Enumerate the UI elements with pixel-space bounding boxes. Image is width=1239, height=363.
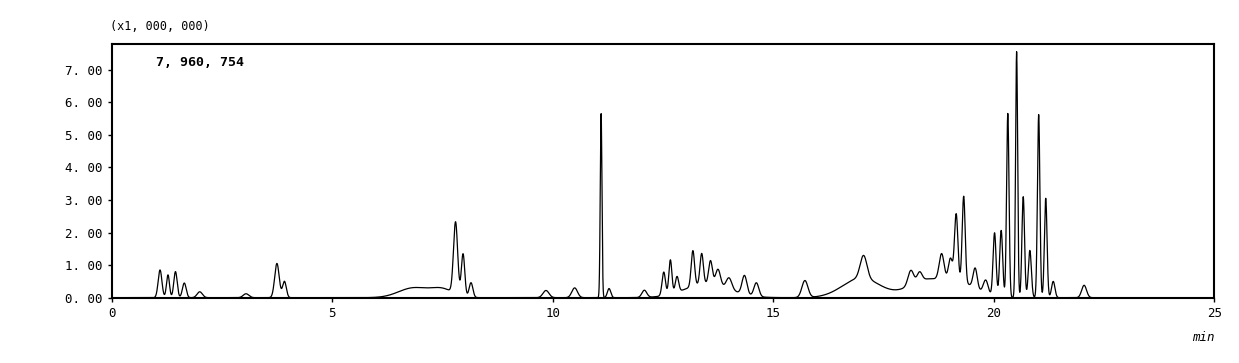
Text: (x1, 000, 000): (x1, 000, 000) [110, 20, 211, 33]
Text: min: min [1192, 331, 1214, 344]
Text: 7, 960, 754: 7, 960, 754 [156, 56, 244, 69]
